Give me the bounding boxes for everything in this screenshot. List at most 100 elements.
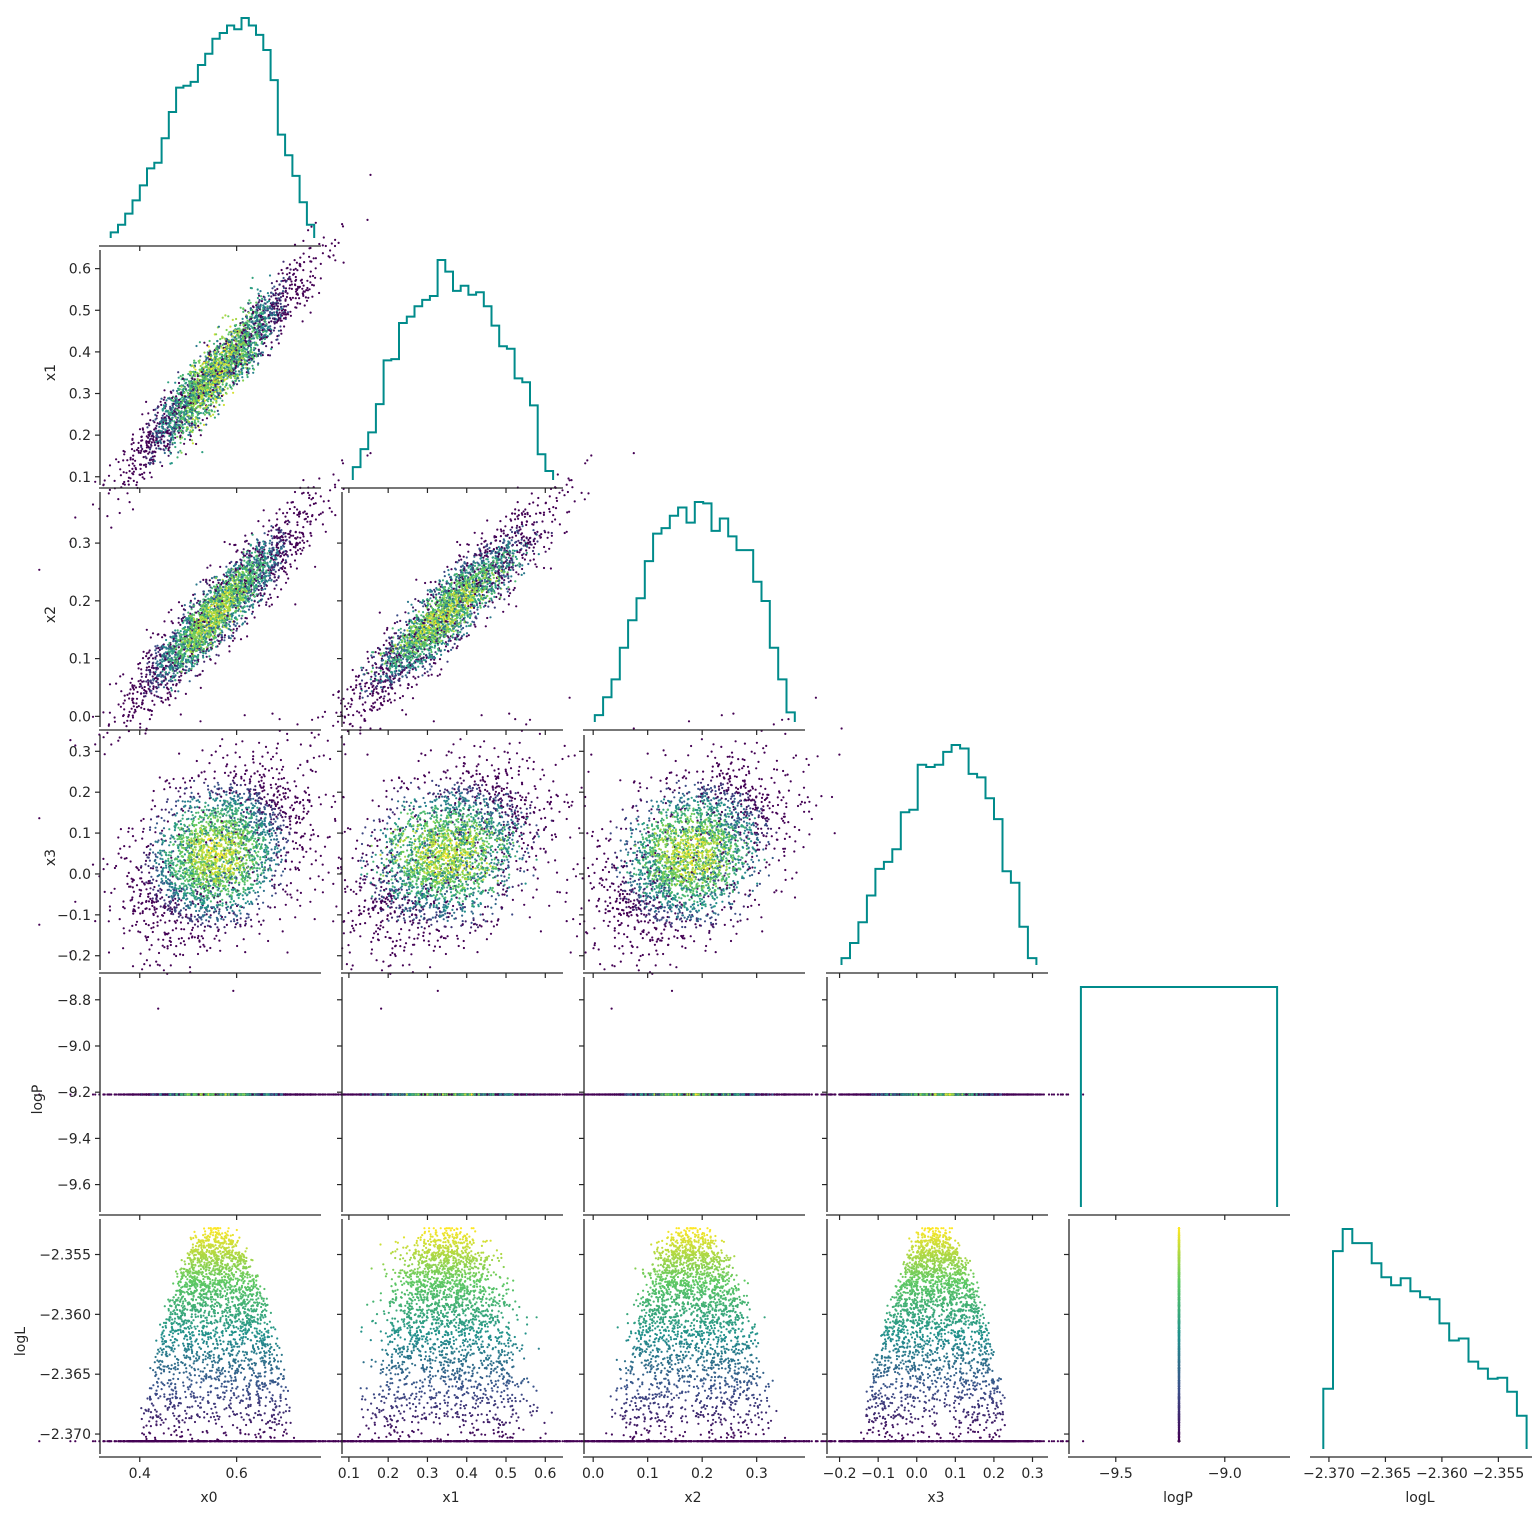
scatter-point — [153, 428, 156, 431]
scatter-point — [245, 552, 248, 556]
scatter-point — [119, 474, 122, 477]
scatter-point — [149, 679, 152, 682]
scatter-point — [212, 386, 215, 389]
scatter-point — [177, 381, 181, 385]
scatter-point — [257, 326, 260, 329]
scatter-point — [154, 645, 157, 648]
scatter-point — [191, 408, 194, 412]
scatter-point — [270, 341, 273, 344]
scatter-point — [175, 418, 179, 421]
scatter-point — [212, 364, 215, 367]
scatter-point — [295, 261, 298, 264]
scatter-point — [222, 580, 225, 583]
scatter-point — [205, 384, 208, 387]
scatter-point — [296, 508, 299, 511]
scatter-point — [181, 432, 184, 435]
scatter-point — [302, 284, 305, 287]
scatter-point — [173, 441, 176, 444]
scatter-point — [280, 588, 283, 591]
scatter-point — [261, 336, 264, 339]
scatter-point — [337, 479, 340, 482]
scatter-point — [242, 307, 245, 310]
scatter-point — [145, 422, 148, 425]
scatter-point — [191, 414, 194, 417]
scatter-point — [115, 682, 118, 685]
scatter-point — [222, 403, 225, 407]
scatter-point — [255, 308, 258, 311]
scatter-point — [164, 677, 167, 680]
scatter-point — [94, 480, 97, 483]
scatter-point — [279, 315, 282, 318]
scatter-point — [178, 410, 181, 413]
scatter-point — [299, 256, 302, 259]
scatter-point — [314, 565, 317, 568]
scatter-point — [198, 429, 201, 432]
scatter-point — [221, 624, 224, 627]
scatter-point — [332, 254, 335, 257]
scatter-point — [175, 412, 178, 415]
scatter-point — [220, 370, 224, 373]
scatter-point — [279, 325, 282, 328]
scatter-point — [262, 305, 265, 308]
scatter-point — [184, 609, 187, 612]
scatter-point — [160, 419, 163, 422]
scatter-point — [286, 523, 289, 526]
scatter-point — [189, 371, 192, 374]
scatter-point — [106, 515, 109, 518]
scatter-point — [165, 638, 168, 642]
scatter-point — [159, 429, 162, 432]
scatter-point — [216, 370, 219, 374]
scatter-point — [252, 371, 255, 374]
scatter-point — [183, 422, 186, 426]
scatter-point — [190, 424, 193, 427]
scatter-point — [273, 576, 276, 579]
scatter-point — [239, 322, 242, 325]
scatter-point — [232, 347, 235, 350]
scatter-point — [205, 423, 208, 426]
scatter-point — [140, 672, 143, 675]
scatter-point — [180, 451, 183, 454]
scatter-point — [227, 581, 231, 585]
scatter-point — [141, 428, 145, 431]
scatter-point — [263, 319, 266, 322]
scatter-point — [295, 278, 298, 281]
scatter-point — [246, 335, 249, 338]
scatter-point — [191, 655, 194, 658]
scatter-point — [232, 360, 236, 363]
scatter-point — [246, 363, 249, 366]
scatter-point — [176, 426, 179, 429]
scatter-point — [234, 340, 237, 343]
scatter-point — [142, 650, 145, 653]
scatter-point — [285, 305, 288, 308]
scatter-point — [137, 441, 140, 444]
scatter-point — [268, 354, 272, 357]
scatter-point — [273, 535, 276, 538]
scatter-point — [314, 221, 317, 224]
scatter-point — [319, 512, 322, 515]
scatter-point — [155, 447, 158, 450]
scatter-point — [148, 656, 151, 659]
scatter-point — [151, 450, 154, 453]
scatter-point — [247, 311, 250, 314]
scatter-point — [267, 299, 271, 303]
scatter-point — [182, 616, 185, 619]
scatter-point — [301, 292, 304, 295]
scatter-point — [225, 377, 228, 381]
scatter-point — [139, 467, 142, 470]
scatter-point — [267, 325, 270, 328]
scatter-point — [223, 370, 227, 373]
scatter-point — [180, 415, 183, 419]
scatter-point — [220, 356, 223, 359]
scatter-point — [284, 290, 287, 293]
scatter-point — [239, 363, 243, 366]
scatter-point — [203, 341, 206, 344]
scatter-point — [285, 295, 288, 299]
scatter-point — [153, 441, 156, 444]
scatter-point — [289, 268, 292, 271]
scatter-point — [257, 292, 260, 295]
scatter-point — [236, 622, 239, 625]
scatter-point — [287, 313, 290, 316]
scatter-point — [179, 679, 182, 682]
scatter-point — [158, 422, 161, 425]
scatter-point — [129, 719, 132, 722]
